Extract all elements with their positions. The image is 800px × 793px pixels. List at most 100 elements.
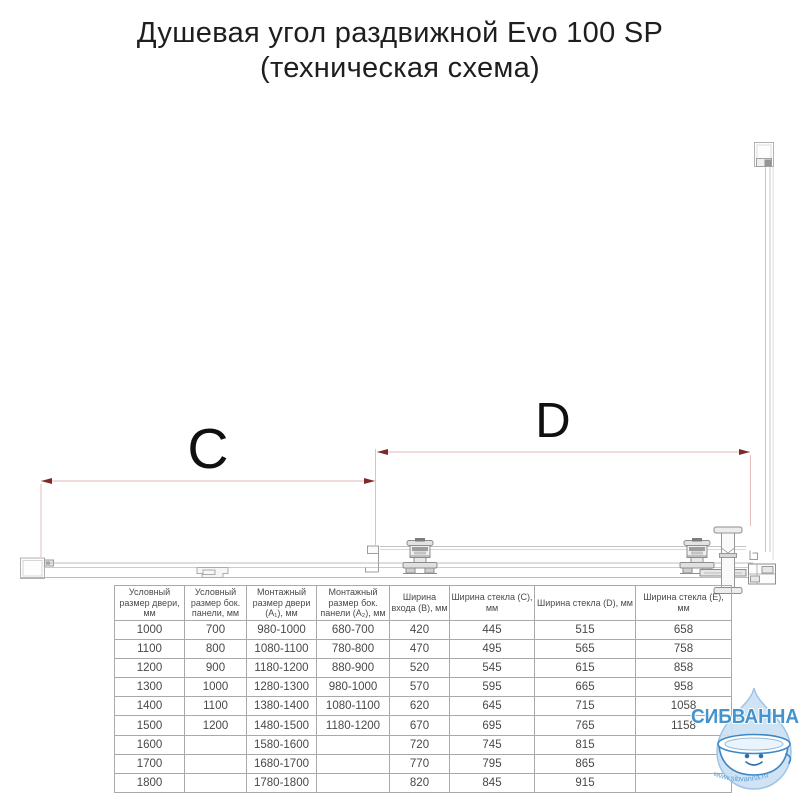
table-cell: 765 bbox=[534, 715, 636, 736]
table-cell: 470 bbox=[389, 638, 450, 659]
table-cell: 1380-1400 bbox=[246, 696, 317, 717]
table-cell: 758 bbox=[635, 638, 732, 659]
table-cell: 858 bbox=[635, 657, 732, 679]
table-cell: 780-800 bbox=[316, 638, 390, 659]
table-cell: 1100 bbox=[184, 696, 247, 717]
table-cell: 1480-1500 bbox=[246, 715, 317, 736]
title-line-1: Душевая угол раздвижной Evo 100 SP bbox=[136, 17, 664, 49]
table-cell bbox=[635, 772, 732, 793]
column-header: Ширина стекла (E), мм bbox=[635, 585, 732, 621]
table-cell: 565 bbox=[534, 638, 636, 659]
table-cell: 1200 bbox=[114, 657, 185, 679]
table-cell: 595 bbox=[449, 677, 535, 698]
rail-bracket bbox=[196, 567, 229, 578]
table-cell bbox=[316, 734, 390, 755]
table-row: 1300 1000 1280-1300 980-1000 570 595 665 958 bbox=[114, 677, 732, 698]
table-cell: 1000 bbox=[184, 677, 247, 698]
table-cell: 1600 bbox=[114, 734, 185, 755]
table-row: 1200 900 1180-1200 880-900 520 545 615 858 bbox=[114, 657, 732, 679]
header-row: Условный размер двери, мм Условный размер… bbox=[114, 585, 732, 621]
table-row: 1700 1680-1700 770 795 865 bbox=[114, 753, 732, 775]
table-cell: 845 bbox=[449, 772, 535, 793]
sliding-door-glass bbox=[380, 546, 746, 550]
table-cell: 658 bbox=[635, 619, 732, 640]
table-cell bbox=[184, 734, 247, 755]
track-rail bbox=[20, 562, 776, 578]
table-cell: 420 bbox=[389, 619, 450, 640]
table-cell: 1000 bbox=[114, 619, 185, 640]
table-cell: 545 bbox=[449, 657, 535, 679]
table-cell: 1080-1100 bbox=[246, 638, 317, 659]
table-cell: 645 bbox=[449, 696, 535, 717]
table-cell: 445 bbox=[449, 619, 535, 640]
table-body: 1000 700 980-1000 680-700 420 445 515 658 1100 80… bbox=[114, 619, 732, 793]
table-row: 1800 1780-1800 820 845 915 bbox=[114, 772, 732, 793]
roller-carriage-left bbox=[402, 537, 438, 574]
page-title: Душевая угол раздвижной Evo 100 SP (техн… bbox=[0, 16, 800, 86]
table-cell: 815 bbox=[534, 734, 636, 755]
table-cell: 695 bbox=[449, 715, 535, 736]
table-cell: 620 bbox=[389, 696, 450, 717]
table-cell: 865 bbox=[534, 753, 636, 775]
table-cell: 1300 bbox=[114, 677, 185, 698]
column-header: Ширина стекла (D), мм bbox=[534, 585, 636, 621]
bathtub-icon bbox=[717, 733, 792, 776]
table-cell: 1400 bbox=[114, 696, 185, 717]
door-stop-bracket bbox=[365, 545, 379, 573]
table-cell: 900 bbox=[184, 657, 247, 679]
column-header: Ширина входа (B), мм bbox=[389, 585, 450, 621]
spec-table: Условный размер двери, мм Условный размер… bbox=[114, 585, 732, 793]
table-cell: 720 bbox=[389, 734, 450, 755]
wall-profile-left bbox=[20, 557, 54, 579]
table-row: 1600 1580-1600 720 745 815 bbox=[114, 734, 732, 755]
table-cell: 745 bbox=[449, 734, 535, 755]
table-cell: 495 bbox=[449, 638, 535, 659]
dimension-c bbox=[40, 449, 376, 557]
corner-post-knob bbox=[713, 526, 743, 594]
roller-carriage-right bbox=[679, 537, 715, 574]
table-cell: 1580-1600 bbox=[246, 734, 317, 755]
table-cell: 515 bbox=[534, 619, 636, 640]
column-header: Монтажный размер бок. панели (A₂), мм bbox=[316, 585, 390, 621]
side-panel-glass bbox=[754, 142, 774, 560]
table-row: 1500 1200 1480-1500 1180-1200 670 695 765 1158 bbox=[114, 715, 732, 736]
table-row: 1000 700 980-1000 680-700 420 445 515 658 bbox=[114, 619, 732, 640]
table-cell: 615 bbox=[534, 657, 636, 679]
table-row: 1100 800 1080-1100 780-800 470 495 565 758 bbox=[114, 638, 732, 659]
column-header: Условный размер двери, мм bbox=[114, 585, 185, 621]
dimension-d bbox=[377, 449, 751, 526]
table-cell bbox=[184, 753, 247, 775]
table-cell: 915 bbox=[534, 772, 636, 793]
table-cell: 820 bbox=[389, 772, 450, 793]
column-header: Условный размер бок. панели, мм bbox=[184, 585, 247, 621]
table-cell: 715 bbox=[534, 696, 636, 717]
table-cell: 1180-1200 bbox=[316, 715, 390, 736]
table-cell: 1080-1100 bbox=[316, 696, 390, 717]
table-cell: 1800 bbox=[114, 772, 185, 793]
title-line-2: (техническая схема) bbox=[260, 52, 540, 84]
table-cell: 520 bbox=[389, 657, 450, 679]
table-cell: 1200 bbox=[184, 715, 247, 736]
corner-connector bbox=[748, 550, 776, 585]
table-cell: 700 bbox=[184, 619, 247, 640]
column-header: Монтажный размер двери (A₁), мм bbox=[246, 585, 317, 621]
table-cell bbox=[316, 753, 390, 775]
table-cell: 570 bbox=[389, 677, 450, 698]
table-cell: 1100 bbox=[114, 638, 185, 659]
watermark-brand: СИБВАННА bbox=[691, 706, 799, 728]
table-cell: 1700 bbox=[114, 753, 185, 775]
table-cell: 800 bbox=[184, 638, 247, 659]
table-cell: 770 bbox=[389, 753, 450, 775]
dimension-label-d: D bbox=[535, 394, 571, 448]
table-cell: 1280-1300 bbox=[246, 677, 317, 698]
table-cell: 880-900 bbox=[316, 657, 390, 679]
table-cell: 980-1000 bbox=[316, 677, 390, 698]
table-cell: 1180-1200 bbox=[246, 657, 317, 679]
watermark-logo: СИБВАННА www.sibvanna.ru bbox=[690, 687, 800, 790]
table-cell: 680-700 bbox=[316, 619, 390, 640]
table-cell bbox=[184, 772, 247, 793]
table-cell: 795 bbox=[449, 753, 535, 775]
dimension-label-c: C bbox=[187, 417, 229, 481]
